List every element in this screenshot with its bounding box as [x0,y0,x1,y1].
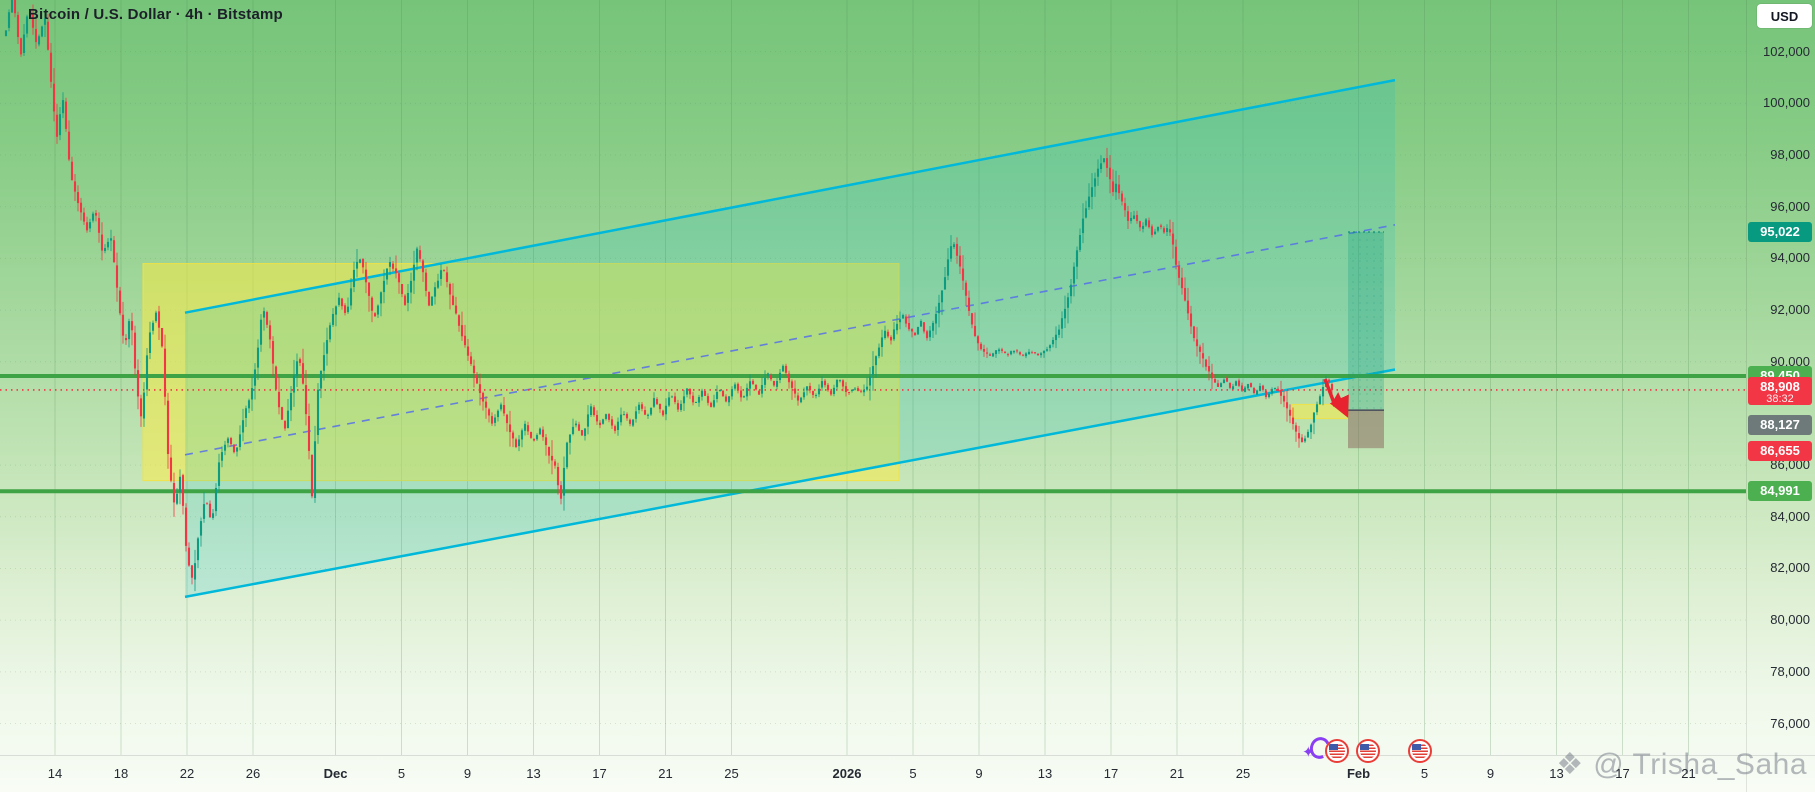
price-tick-label: 92,000 [1770,302,1810,318]
time-tick-label: 22 [179,766,195,781]
time-tick-label: 21 [1169,766,1185,781]
time-tick-label: 21 [658,766,673,781]
symbol-title[interactable]: Bitcoin / U.S. Dollar · 4h · Bitstamp [28,6,283,23]
us-flag-icon[interactable] [1325,739,1349,763]
time-tick-label: 13 [526,766,541,781]
time-tick-label: 9 [463,766,472,781]
watermark-username: @ Trisha_Saha [1593,748,1807,781]
us-flag-icon[interactable] [1356,739,1380,763]
drawn-arrow[interactable] [1323,378,1349,418]
time-tick-label: 17 [1615,766,1630,781]
time-tick-label: 25 [1235,766,1251,781]
price-axis-separator [1746,0,1747,792]
entry-price-tag: 88,127 [1748,415,1812,436]
time-tick-label: 5 [909,766,917,781]
time-tick-label: Feb [1346,766,1371,781]
long-position-tool[interactable] [1348,231,1384,449]
price-tick-label: 90,000 [1770,353,1810,369]
time-tick-label: 17 [592,766,607,781]
parallel-channel[interactable] [184,78,1396,599]
price-tick-label: 94,000 [1770,250,1810,266]
price-tick-label: 96,000 [1770,198,1810,214]
time-tick-label: 5 [1420,766,1429,781]
price-tick-label: 84,000 [1770,508,1810,524]
time-tick-label: 14 [47,766,63,781]
current-price-tag: 88,908 38:32 [1748,377,1812,406]
price-tick-label: 100,000 [1763,95,1810,111]
us-flag-icon[interactable] [1408,739,1432,763]
stop-price-tag: 86,655 [1748,441,1812,462]
time-tick-label: 2026 [832,766,862,781]
time-tick-label: 21 [1681,766,1696,781]
price-tick-label: 98,000 [1770,147,1810,163]
currency-toggle-button[interactable]: USD [1757,4,1812,28]
time-tick-label: 25 [724,766,739,781]
watermark: ❖ @ Trisha_Saha [1556,748,1807,782]
price-tick-label: 80,000 [1770,612,1810,628]
time-tick-label: Dec [323,766,348,781]
target-price-tag: 95,022 [1748,221,1812,242]
level-price-tag: 84,991 [1748,481,1812,502]
price-tick-label: 78,000 [1770,663,1810,679]
countdown-timer: 38:32 [1766,393,1794,406]
time-tick-label: 26 [245,766,261,781]
time-axis-separator [0,755,1815,756]
price-tick-label: 82,000 [1770,560,1810,576]
time-tick-label: 9 [975,766,983,781]
candlestick-series [4,0,1334,592]
time-tick-label: 5 [397,766,406,781]
time-tick-label: 18 [113,766,129,781]
time-tick-label: 17 [1103,766,1119,781]
price-tick-label: 76,000 [1770,715,1810,731]
time-tick-label: 13 [1549,766,1564,781]
time-tick-label: 9 [1486,766,1495,781]
time-tick-label: 13 [1037,766,1053,781]
plot-area[interactable] [0,0,1746,599]
tradingview-logo-icon: ❖ [1556,748,1584,781]
moon-star-icon[interactable]: ✦ [1302,734,1334,762]
price-tick-label: 102,000 [1763,43,1810,59]
